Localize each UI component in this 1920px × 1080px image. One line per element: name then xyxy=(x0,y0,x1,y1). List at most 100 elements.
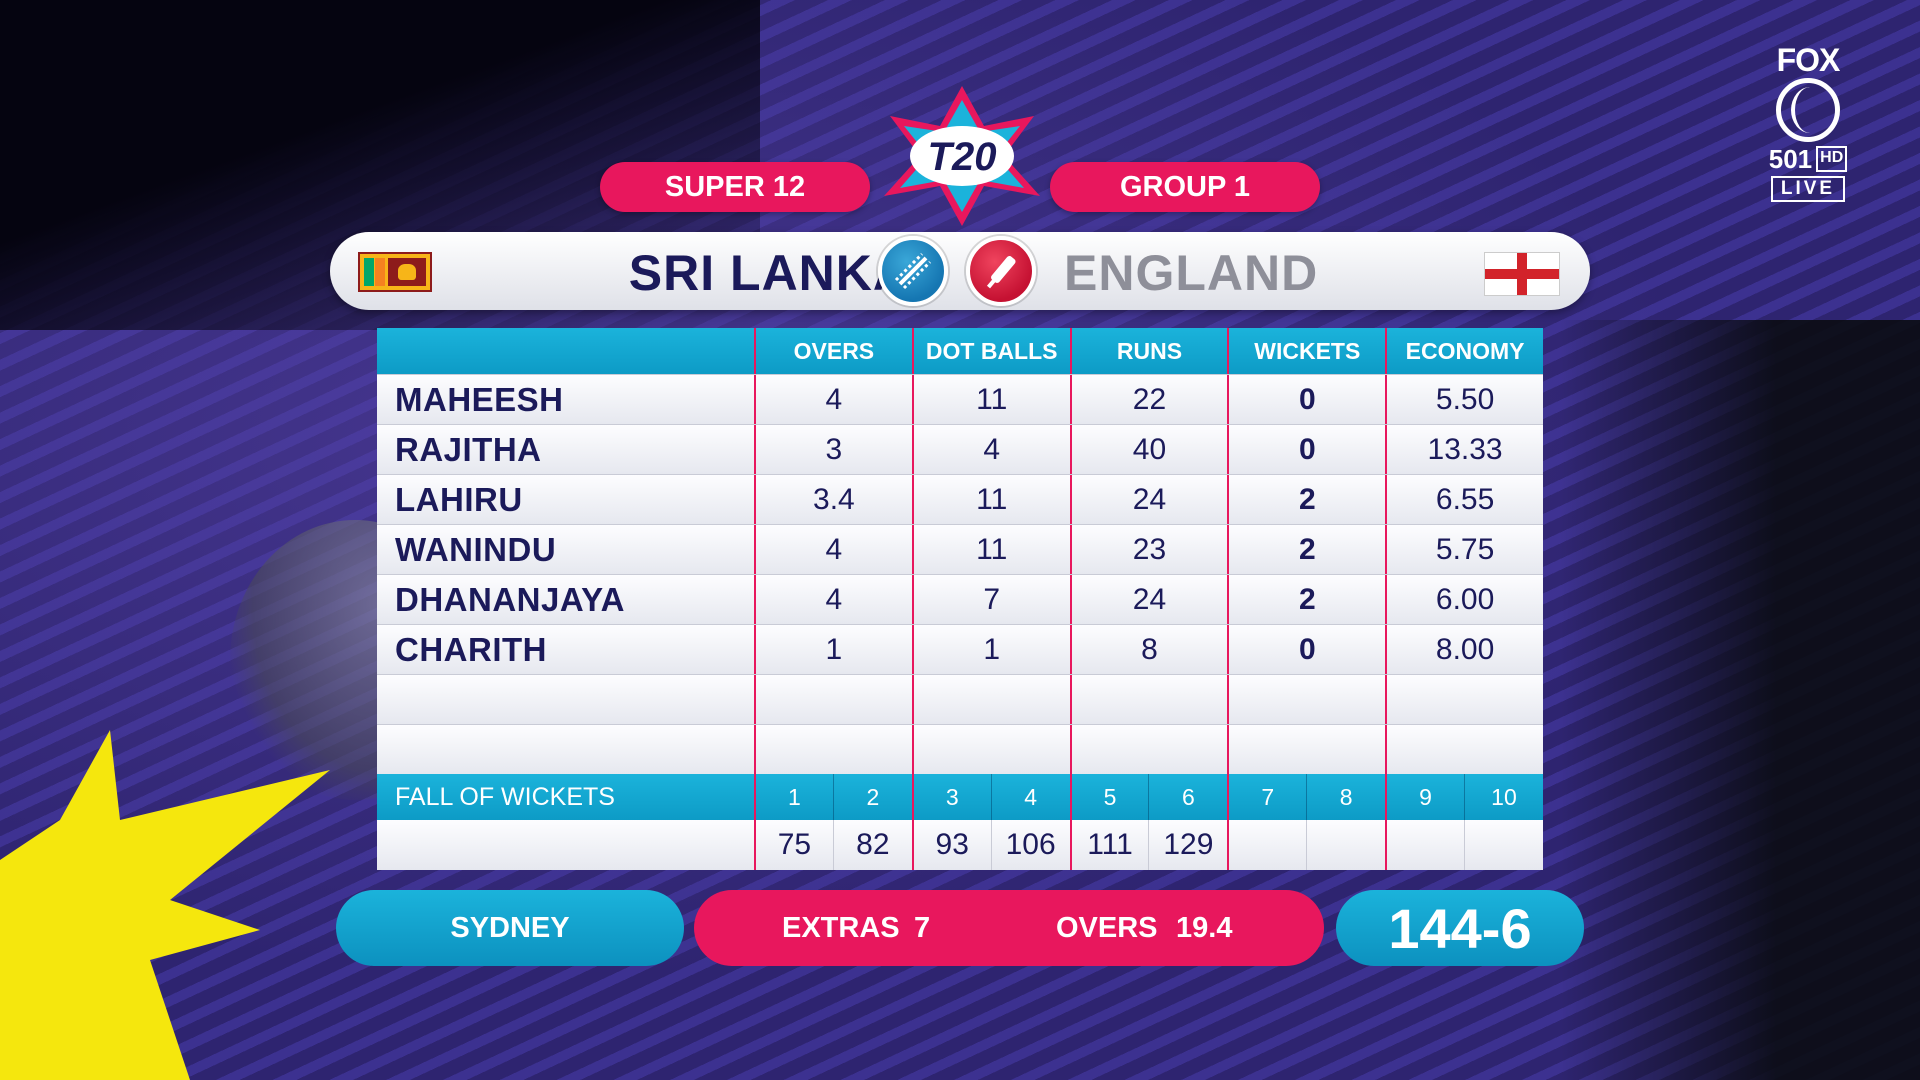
bowler-economy: 5.75 xyxy=(1385,525,1543,574)
bowler-dot-balls: 1 xyxy=(911,625,1070,674)
bowler-economy: 8.00 xyxy=(1385,625,1543,674)
wicket-score: 82 xyxy=(832,820,912,870)
bowler-dot-balls: 11 xyxy=(911,475,1070,524)
bowler-runs: 40 xyxy=(1069,425,1228,474)
fall-of-wickets-scores: 75 82 93 106 111 129 xyxy=(377,820,1543,870)
t20-world-cup-logo: T20 xyxy=(884,86,1040,226)
wicket-score xyxy=(1306,820,1385,870)
bowler-dot-balls: 7 xyxy=(911,575,1070,624)
wicket-score: 106 xyxy=(990,820,1070,870)
channel-number: 501 xyxy=(1768,144,1813,174)
table-row-empty xyxy=(377,724,1543,774)
header-overs: OVERS xyxy=(754,328,912,374)
extras-overs-bar: EXTRAS 7 OVERS 19.4 xyxy=(694,890,1324,966)
header-dot-balls: DOT BALLS xyxy=(911,328,1070,374)
bowler-overs xyxy=(754,675,912,724)
bowler-overs: 3 xyxy=(754,425,912,474)
bowler-wickets: 2 xyxy=(1227,475,1385,524)
bowler-wickets: 0 xyxy=(1227,375,1385,424)
wicket-number: 3 xyxy=(911,774,991,820)
wicket-number: 6 xyxy=(1148,774,1227,820)
bowler-runs xyxy=(1069,725,1228,774)
fall-of-wickets-label: FALL OF WICKETS xyxy=(395,782,615,811)
bowler-name xyxy=(377,675,754,724)
bowler-name: LAHIRU xyxy=(395,480,523,518)
wicket-number: 4 xyxy=(990,774,1070,820)
bowler-dot-balls xyxy=(911,675,1070,724)
bowler-dot-balls: 4 xyxy=(911,425,1070,474)
wicket-number: 9 xyxy=(1385,774,1464,820)
team-score: 144-6 xyxy=(1336,890,1584,966)
wicket-score xyxy=(1227,820,1306,870)
bowler-runs: 24 xyxy=(1069,475,1228,524)
wicket-number: 5 xyxy=(1069,774,1149,820)
bowler-runs: 24 xyxy=(1069,575,1228,624)
wicket-score: 129 xyxy=(1148,820,1227,870)
overs-value: 19.4 xyxy=(1176,912,1233,944)
bowler-runs: 23 xyxy=(1069,525,1228,574)
wicket-number: 2 xyxy=(832,774,912,820)
bowler-economy: 13.33 xyxy=(1385,425,1543,474)
broadcaster-name: FOX xyxy=(1776,42,1841,78)
header-runs: RUNS xyxy=(1069,328,1228,374)
extras-label: EXTRAS xyxy=(782,912,900,944)
wicket-number: 1 xyxy=(754,774,833,820)
bowler-name: WANINDU xyxy=(395,530,557,568)
bowler-name: DHANANJAYA xyxy=(395,580,625,618)
group-badge: GROUP 1 xyxy=(1050,162,1320,212)
venue-badge: SYDNEY xyxy=(336,890,684,966)
wicket-number: 10 xyxy=(1464,774,1543,820)
yellow-burst-graphic xyxy=(0,730,330,1080)
bowler-overs: 4 xyxy=(754,575,912,624)
wicket-score xyxy=(1464,820,1543,870)
table-header: OVERS DOT BALLS RUNS WICKETS ECONOMY xyxy=(377,328,1543,374)
broadcaster-logo: FOX 501 HD LIVE xyxy=(1762,44,1854,202)
bowler-overs xyxy=(754,725,912,774)
channel-number-row: 501 HD xyxy=(1762,146,1854,172)
teams-bar: SRI LANKA ENGLAND xyxy=(330,232,1590,310)
sri-lanka-flag-icon xyxy=(358,252,432,292)
bowler-name: CHARITH xyxy=(395,630,547,668)
svg-text:T20: T20 xyxy=(928,135,997,179)
bowler-dot-balls xyxy=(911,725,1070,774)
bowler-economy xyxy=(1385,725,1543,774)
cricket-bat-icon xyxy=(966,236,1036,306)
bowler-runs: 8 xyxy=(1069,625,1228,674)
bowler-dot-balls: 11 xyxy=(911,525,1070,574)
table-row: MAHEESH 4 11 22 0 5.50 xyxy=(377,374,1543,424)
header-name-cell xyxy=(377,328,754,374)
bowler-economy xyxy=(1385,675,1543,724)
header-economy: ECONOMY xyxy=(1385,328,1543,374)
bowler-wickets: 2 xyxy=(1227,575,1385,624)
wicket-number: 7 xyxy=(1227,774,1306,820)
header-wickets: WICKETS xyxy=(1227,328,1385,374)
bowler-wickets: 2 xyxy=(1227,525,1385,574)
bowler-economy: 6.00 xyxy=(1385,575,1543,624)
bowler-name xyxy=(377,725,754,774)
bowling-team-name: ENGLAND xyxy=(1064,245,1319,301)
fall-of-wickets-spacer xyxy=(377,820,754,870)
cricket-ball-icon xyxy=(878,236,948,306)
bowler-name: MAHEESH xyxy=(395,380,564,418)
bowler-wickets xyxy=(1227,675,1385,724)
background-stadium-right xyxy=(1560,320,1920,1080)
bowler-wickets: 0 xyxy=(1227,625,1385,674)
table-row: CHARITH 1 1 8 0 8.00 xyxy=(377,624,1543,674)
wicket-score: 75 xyxy=(754,820,833,870)
table-row: DHANANJAYA 4 7 24 2 6.00 xyxy=(377,574,1543,624)
table-row-empty xyxy=(377,674,1543,724)
hd-badge: HD xyxy=(1816,146,1848,172)
cricket-ball-logo-icon xyxy=(1776,78,1840,142)
bowler-name: RAJITHA xyxy=(395,430,542,468)
wicket-score: 111 xyxy=(1069,820,1149,870)
bowler-wickets: 0 xyxy=(1227,425,1385,474)
bowler-overs: 3.4 xyxy=(754,475,912,524)
live-badge: LIVE xyxy=(1770,176,1846,202)
bowler-overs: 1 xyxy=(754,625,912,674)
table-row: RAJITHA 3 4 40 0 13.33 xyxy=(377,424,1543,474)
wicket-number: 8 xyxy=(1306,774,1385,820)
extras-value: 7 xyxy=(914,912,931,944)
bowler-runs xyxy=(1069,675,1228,724)
bowler-wickets xyxy=(1227,725,1385,774)
table-row: WANINDU 4 11 23 2 5.75 xyxy=(377,524,1543,574)
